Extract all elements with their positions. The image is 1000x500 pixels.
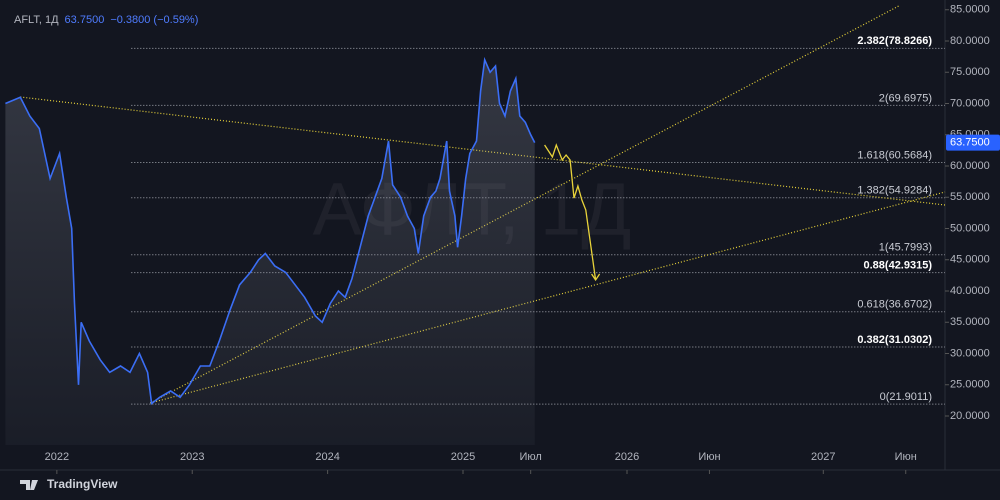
fib-label: 1(45.7993) xyxy=(879,242,932,254)
y-tick-label: 70.0000 xyxy=(950,97,990,109)
price: 63.7500 xyxy=(64,14,105,26)
x-tick-label: 2024 xyxy=(315,451,339,463)
change: −0.3800 (−0.59%) xyxy=(110,14,199,26)
y-tick-label: 25.0000 xyxy=(950,379,990,391)
y-tick-label: 45.0000 xyxy=(950,254,990,266)
fib-label: 2.382(78.8266) xyxy=(857,35,932,47)
x-tick-label: Июн xyxy=(895,451,917,463)
brand: TradingView xyxy=(47,477,118,491)
y-tick-label: 40.0000 xyxy=(950,285,990,297)
fib-label: 0(21.9011) xyxy=(880,391,932,403)
x-tick-label: 2025 xyxy=(451,451,475,463)
price-badge-label: 63.7500 xyxy=(950,136,990,148)
fib-label: 0.618(36.6702) xyxy=(857,299,932,311)
area xyxy=(5,59,535,446)
x-tick-label: 2026 xyxy=(615,451,639,463)
header: AFLT, 1Д 63.7500 −0.3800 (−0.59%) xyxy=(14,14,198,26)
x-tick-label: 2027 xyxy=(811,451,835,463)
y-tick-label: 50.0000 xyxy=(950,222,990,234)
symbol: AFLT, 1Д xyxy=(14,14,59,26)
fib-label: 0.88(42.9315) xyxy=(864,260,933,272)
price-badge xyxy=(946,134,1000,151)
price-line xyxy=(5,56,536,405)
fib-label: 1.618(60.5684) xyxy=(857,149,932,161)
fib-label: 2(69.6975) xyxy=(879,92,932,104)
projection-arrow xyxy=(591,273,601,282)
x-tick-label: 2022 xyxy=(45,451,69,463)
x-tick-label: Июн xyxy=(698,451,720,463)
projection xyxy=(544,143,597,281)
y-tick-label: 60.0000 xyxy=(950,160,990,172)
x-tick-label: 2023 xyxy=(180,451,204,463)
y-tick-label: 80.0000 xyxy=(950,35,990,47)
x-tick-label: Июл xyxy=(520,451,542,463)
fib-label: 0.382(31.0302) xyxy=(857,334,932,346)
y-tick-label: 55.0000 xyxy=(950,191,990,203)
y-tick-label: 75.0000 xyxy=(950,66,990,78)
brand-logo xyxy=(20,480,38,490)
y-tick-label: 20.0000 xyxy=(950,410,990,422)
y-tick-label: 85.0000 xyxy=(950,4,990,16)
trend-line xyxy=(150,191,946,404)
fib-label: 1.382(54.9284) xyxy=(857,185,932,197)
y-tick-label: 35.0000 xyxy=(950,316,990,328)
y-tick-label: 30.0000 xyxy=(950,347,990,359)
